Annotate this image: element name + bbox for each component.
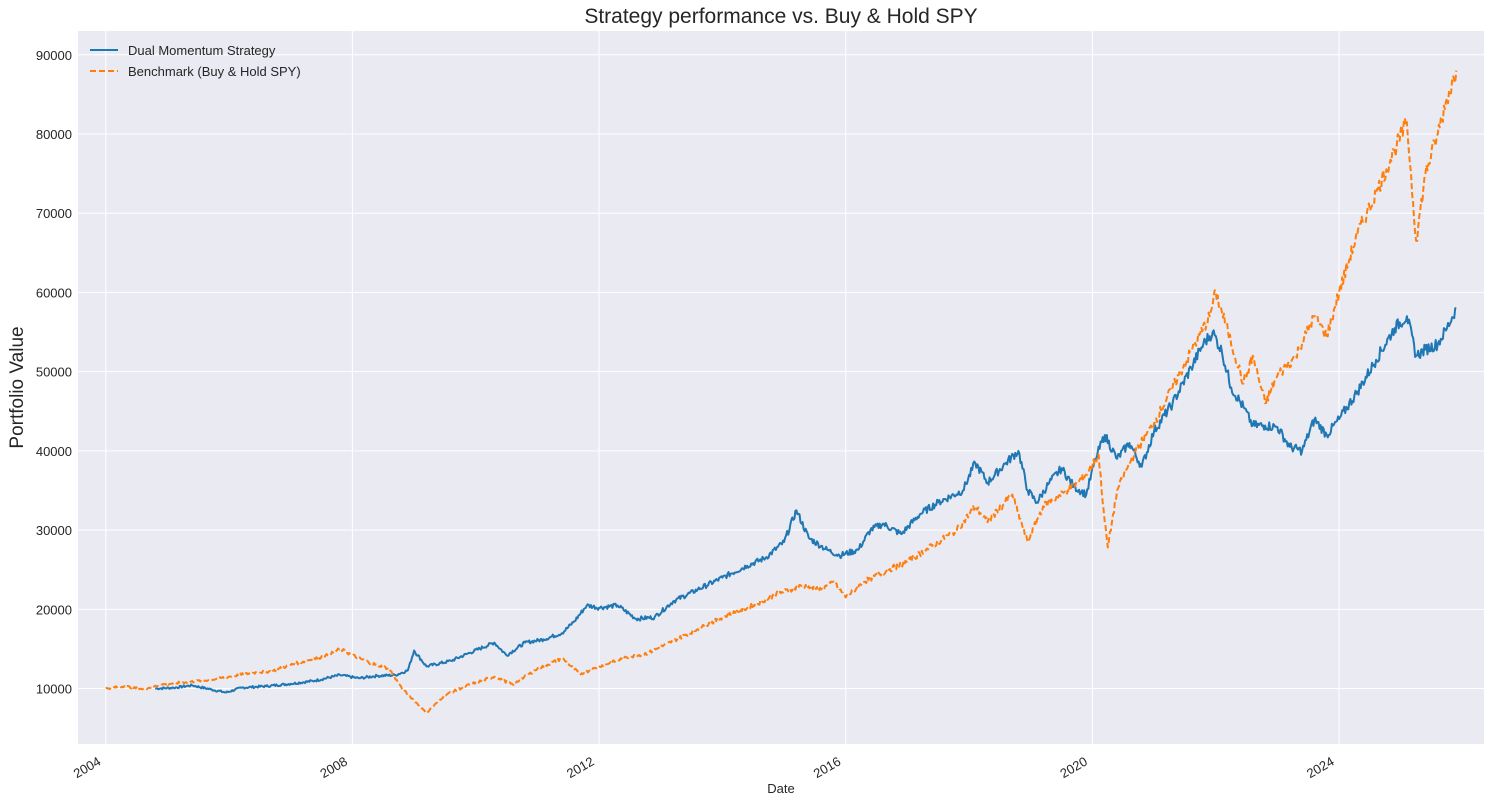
series-line-strategy — [155, 307, 1457, 694]
y-tick-label: 40000 — [36, 444, 72, 459]
y-tick-label: 90000 — [36, 48, 72, 63]
x-tick-label: 2008 — [317, 754, 350, 781]
series-line-benchmark — [105, 70, 1458, 715]
legend-label-benchmark: Benchmark (Buy & Hold SPY) — [128, 64, 301, 79]
x-tick-label: 2012 — [564, 754, 597, 781]
y-tick-label: 30000 — [36, 523, 72, 538]
x-tick-label: 2024 — [1304, 754, 1337, 781]
y-tick-label: 70000 — [36, 206, 72, 221]
legend: Dual Momentum Strategy Benchmark (Buy & … — [90, 43, 301, 79]
y-tick-label: 50000 — [36, 365, 72, 380]
y-axis-label: Portfolio Value — [7, 326, 28, 448]
x-axis-label: Date — [767, 781, 794, 796]
y-tick-label: 60000 — [36, 285, 72, 300]
x-axis-ticks: 2004 2008 2012 2016 2020 2024 — [71, 754, 1337, 781]
y-tick-label: 10000 — [36, 682, 72, 697]
legend-label-strategy: Dual Momentum Strategy — [128, 43, 276, 58]
series-layer — [105, 70, 1458, 715]
grid — [78, 31, 1484, 744]
y-axis-ticks: 10000 20000 30000 40000 50000 60000 70000 80000… — [36, 48, 72, 697]
chart-title: Strategy performance vs. Buy & Hold SPY — [584, 5, 977, 28]
x-tick-label: 2016 — [811, 754, 844, 781]
x-tick-label: 2004 — [71, 754, 104, 781]
y-tick-label: 20000 — [36, 602, 72, 617]
x-tick-label: 2020 — [1057, 754, 1090, 781]
plot-area — [78, 31, 1484, 744]
y-tick-label: 80000 — [36, 127, 72, 142]
